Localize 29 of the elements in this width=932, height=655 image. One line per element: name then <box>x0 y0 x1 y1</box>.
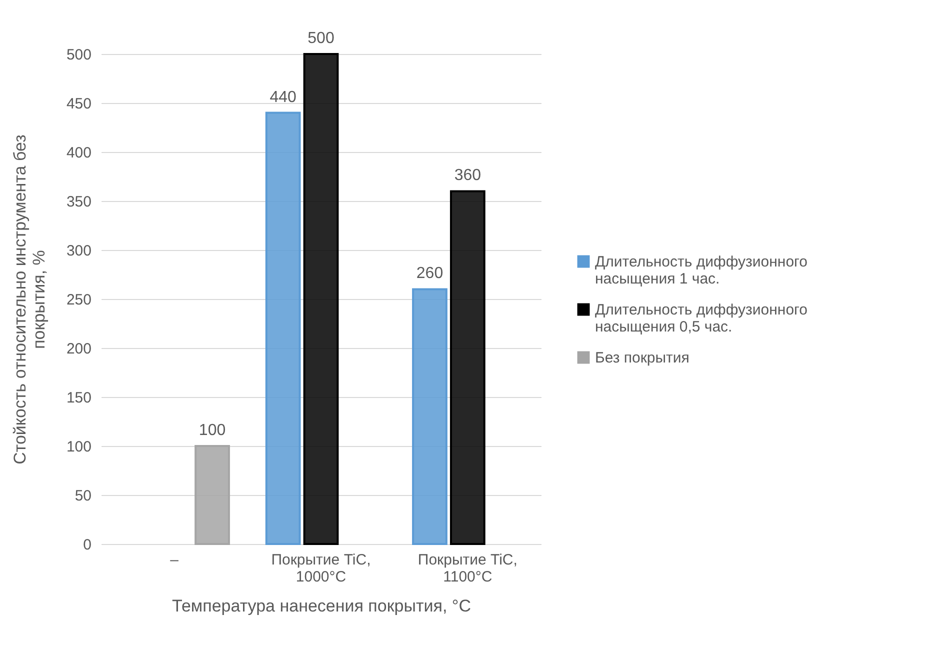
data-label: 440 <box>270 88 297 106</box>
bar <box>412 288 448 545</box>
bar <box>194 445 230 545</box>
x-axis-title: Температура нанесения покрытия, °C <box>172 596 471 616</box>
y-tick-label: 400 <box>66 144 92 162</box>
legend-label: Без покрытия <box>595 350 690 366</box>
y-axis-title: Стойкость относительно инструмента без покрытия, % <box>10 134 48 464</box>
x-tick-label: – <box>170 552 180 568</box>
x-tick-label: Покрытие TiC, 1100°C <box>418 552 518 586</box>
y-tick-label: 0 <box>83 536 92 554</box>
bar <box>303 53 339 545</box>
y-tick-label: 250 <box>66 292 92 308</box>
y-tick-label: 200 <box>66 340 92 358</box>
data-label: 360 <box>454 167 482 184</box>
data-label: 500 <box>308 30 334 47</box>
y-tick-label: 50 <box>74 488 92 504</box>
data-label: 260 <box>416 265 444 282</box>
y-tick-label: 300 <box>66 242 92 260</box>
bar <box>450 190 486 545</box>
y-tick-label: 100 <box>66 438 92 456</box>
legend-label: Длительность диффузионного насыщения 0,5 час. <box>595 302 808 336</box>
y-tick-label: 500 <box>66 46 92 64</box>
y-tick-label: 350 <box>66 194 92 210</box>
bar <box>265 112 301 545</box>
data-label: 100 <box>198 422 226 439</box>
y-tick-label: 450 <box>66 96 92 112</box>
x-tick-label: Покрытие TiC, 1000°C <box>271 552 371 586</box>
legend-label: Длительность диффузионного насыщения 1 час. <box>595 254 808 288</box>
y-tick-label: 150 <box>66 390 92 406</box>
